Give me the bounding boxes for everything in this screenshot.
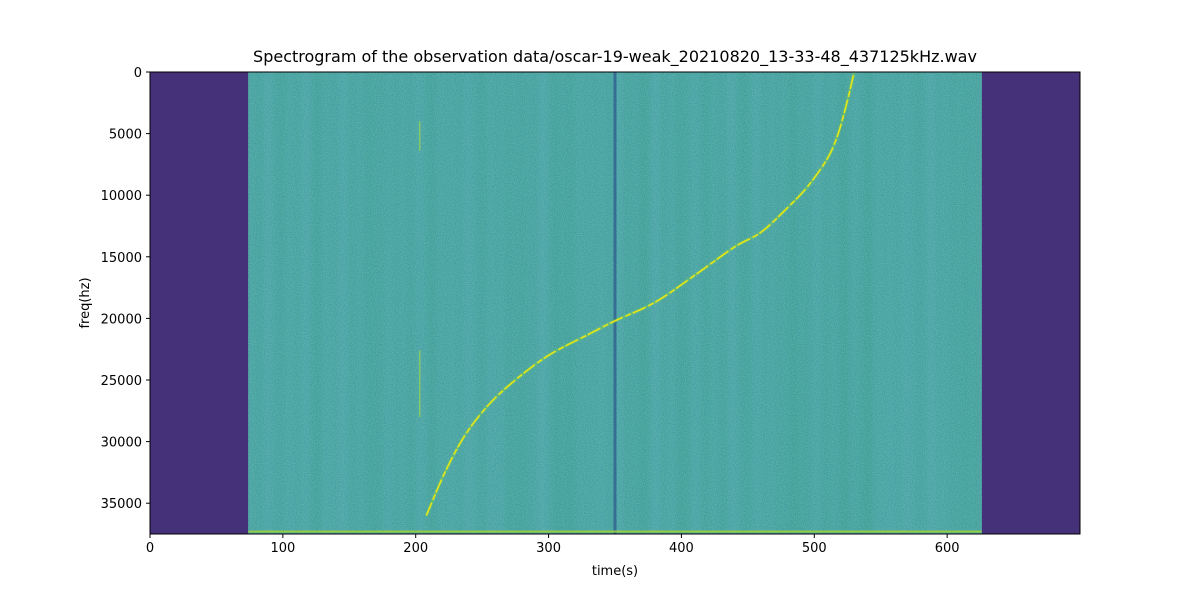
vertical-dip-line [613, 72, 617, 534]
x-tick-label: 200 [403, 541, 428, 556]
plot-frame [149, 71, 1081, 535]
x-tick-label: 600 [935, 541, 960, 556]
x-tick-label: 400 [669, 541, 694, 556]
y-tick-label: 15000 [101, 251, 142, 266]
y-tick-label: 20000 [101, 312, 142, 327]
y-tick-label: 10000 [101, 189, 142, 204]
x-axis-label: time(s) [592, 564, 638, 579]
x-tick-label: 300 [536, 541, 561, 556]
x-tick-label: 0 [146, 541, 154, 556]
y-tick-label: 25000 [101, 374, 142, 389]
y-tick-label: 35000 [101, 497, 142, 512]
y-tick-label: 5000 [109, 128, 142, 143]
bottom-band [248, 530, 982, 533]
y-axis-label: freq(hz) [78, 277, 93, 328]
x-tick-label: 500 [802, 541, 827, 556]
y-tick-label: 30000 [101, 436, 142, 451]
plot-area [149, 71, 1081, 535]
signal-trace [425, 71, 855, 516]
x-axis: 0 100 200 300 400 500 600 [146, 534, 960, 556]
y-tick-label: 0 [134, 66, 142, 81]
chart-title: Spectrogram of the observation data/osca… [253, 47, 977, 66]
y-axis: 0 5000 10000 15000 20000 25000 30000 35000 [101, 66, 150, 512]
x-tick-label: 100 [270, 541, 295, 556]
